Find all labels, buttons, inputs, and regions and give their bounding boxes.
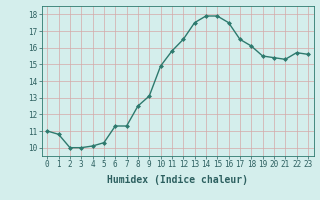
X-axis label: Humidex (Indice chaleur): Humidex (Indice chaleur)	[107, 175, 248, 185]
